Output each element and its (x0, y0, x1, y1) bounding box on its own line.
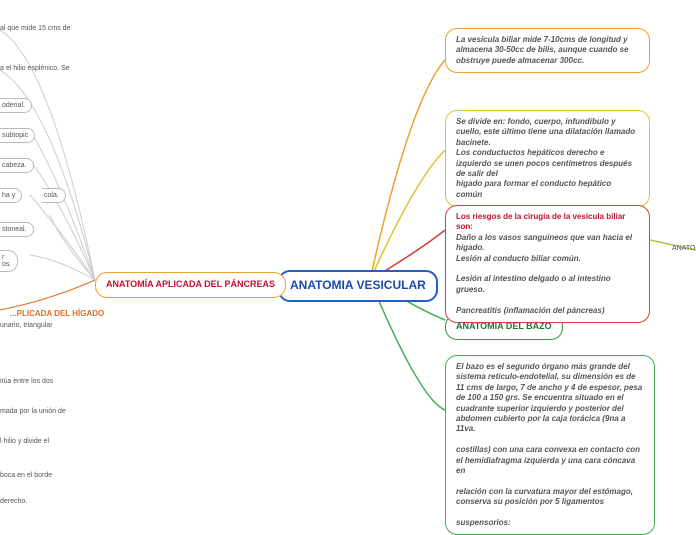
center-node[interactable]: ANATOMIA VESICULAR (278, 270, 438, 302)
vesicula-size-box[interactable]: La vesícula biliar mide 7-10cms de longi… (445, 28, 650, 73)
right-frag: ANATO (672, 245, 695, 252)
frag-14: boca en el borde (0, 472, 52, 479)
box3-title: Los riesgos de la cirugía de la vesícula… (456, 212, 639, 233)
frag-15: derecho. (0, 498, 27, 505)
frag-12: mada por la unión de (0, 408, 66, 415)
frag-9: r os. (0, 250, 18, 272)
frag-4: subtopic (0, 128, 35, 143)
frag-13: l hilio y divide el (0, 438, 49, 445)
pancreas-label: ANATOMÍA APLICADA DEL PÁNCREAS (106, 279, 275, 289)
frag-10: unario, triangular (0, 322, 53, 329)
frag-11: itúa entre los dos (0, 378, 53, 385)
frag-2: a el hilio esplénico. Se (0, 65, 70, 72)
riesgos-box[interactable]: Los riesgos de la cirugía de la vesícula… (445, 205, 650, 323)
box1-text: La vesícula biliar mide 7-10cms de longi… (456, 35, 639, 66)
vesicula-division-box[interactable]: Se divide en: fondo, cuerpo, infundíbulo… (445, 110, 650, 207)
higado-label: ...PLICADA DEL HÍGADO (10, 309, 104, 318)
frag-6: ha y (0, 188, 22, 203)
pancreas-node[interactable]: ANATOMÍA APLICADA DEL PÁNCREAS (95, 272, 286, 298)
frag-8: stoneal. (0, 222, 34, 237)
box4-text: El bazo es el segundo órgano más grande … (456, 362, 644, 528)
box2-text: Se divide en: fondo, cuerpo, infundíbulo… (456, 117, 639, 200)
frag-5: cabeza. (0, 158, 34, 173)
frag-1: al que mide 15 cms de (0, 25, 70, 32)
frag-3: odenal. (0, 98, 32, 113)
center-label: ANATOMIA VESICULAR (290, 278, 426, 292)
frag-7: cola. (42, 188, 66, 203)
bazo-detail-box[interactable]: El bazo es el segundo órgano más grande … (445, 355, 655, 535)
box3-text: Daño a los vasos sanguíneos que van haci… (456, 233, 639, 316)
